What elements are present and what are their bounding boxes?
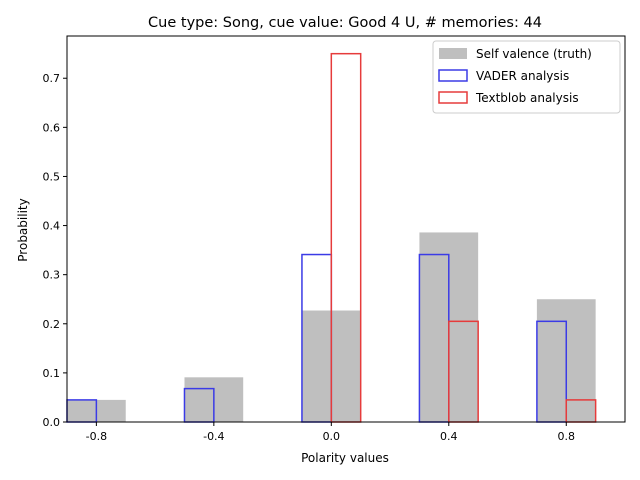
x-axis-label: Polarity values	[301, 451, 389, 465]
x-tick-label: 0.4	[440, 430, 458, 443]
legend-label: VADER analysis	[476, 69, 569, 83]
y-tick-label: 0.1	[43, 367, 61, 380]
legend-swatch	[438, 91, 468, 104]
y-tick-label: 0.4	[43, 220, 61, 233]
legend-label: Textblob analysis	[475, 91, 579, 105]
legend-label: Self valence (truth)	[476, 47, 592, 61]
plot-area	[66, 35, 626, 423]
legend-swatch	[439, 48, 467, 59]
x-tick-label: 0.0	[323, 430, 341, 443]
legend-swatch	[438, 69, 468, 82]
x-axis: -0.8 -0.4 0.0 0.4 0.8	[86, 422, 575, 443]
axes-frame	[66, 35, 626, 423]
y-axis: 0.0 0.1 0.2 0.3 0.4 0.5 0.6 0.7	[43, 72, 67, 429]
legend-box	[432, 40, 621, 114]
y-tick-label: 0.7	[43, 72, 61, 85]
y-tick-label: 0.2	[43, 318, 61, 331]
x-tick-label: -0.4	[203, 430, 224, 443]
y-tick-label: 0.6	[43, 121, 61, 134]
legend-entry-1: Self valence (truth)	[439, 47, 592, 61]
legend-entry-2: VADER analysis	[438, 69, 569, 83]
y-axis-label: Probability	[16, 198, 30, 261]
legend-entry-3: Textblob analysis	[438, 91, 579, 105]
y-tick-label: 0.0	[43, 416, 61, 429]
legend: Self valence (truth) VADER analysis Textbl…	[432, 40, 621, 114]
y-tick-label: 0.3	[43, 269, 61, 282]
y-tick-label: 0.5	[43, 170, 61, 183]
x-tick-label: 0.8	[558, 430, 576, 443]
x-tick-label: -0.8	[86, 430, 107, 443]
chart-title: Cue type: Song, cue value: Good 4 U, # m…	[148, 15, 542, 31]
